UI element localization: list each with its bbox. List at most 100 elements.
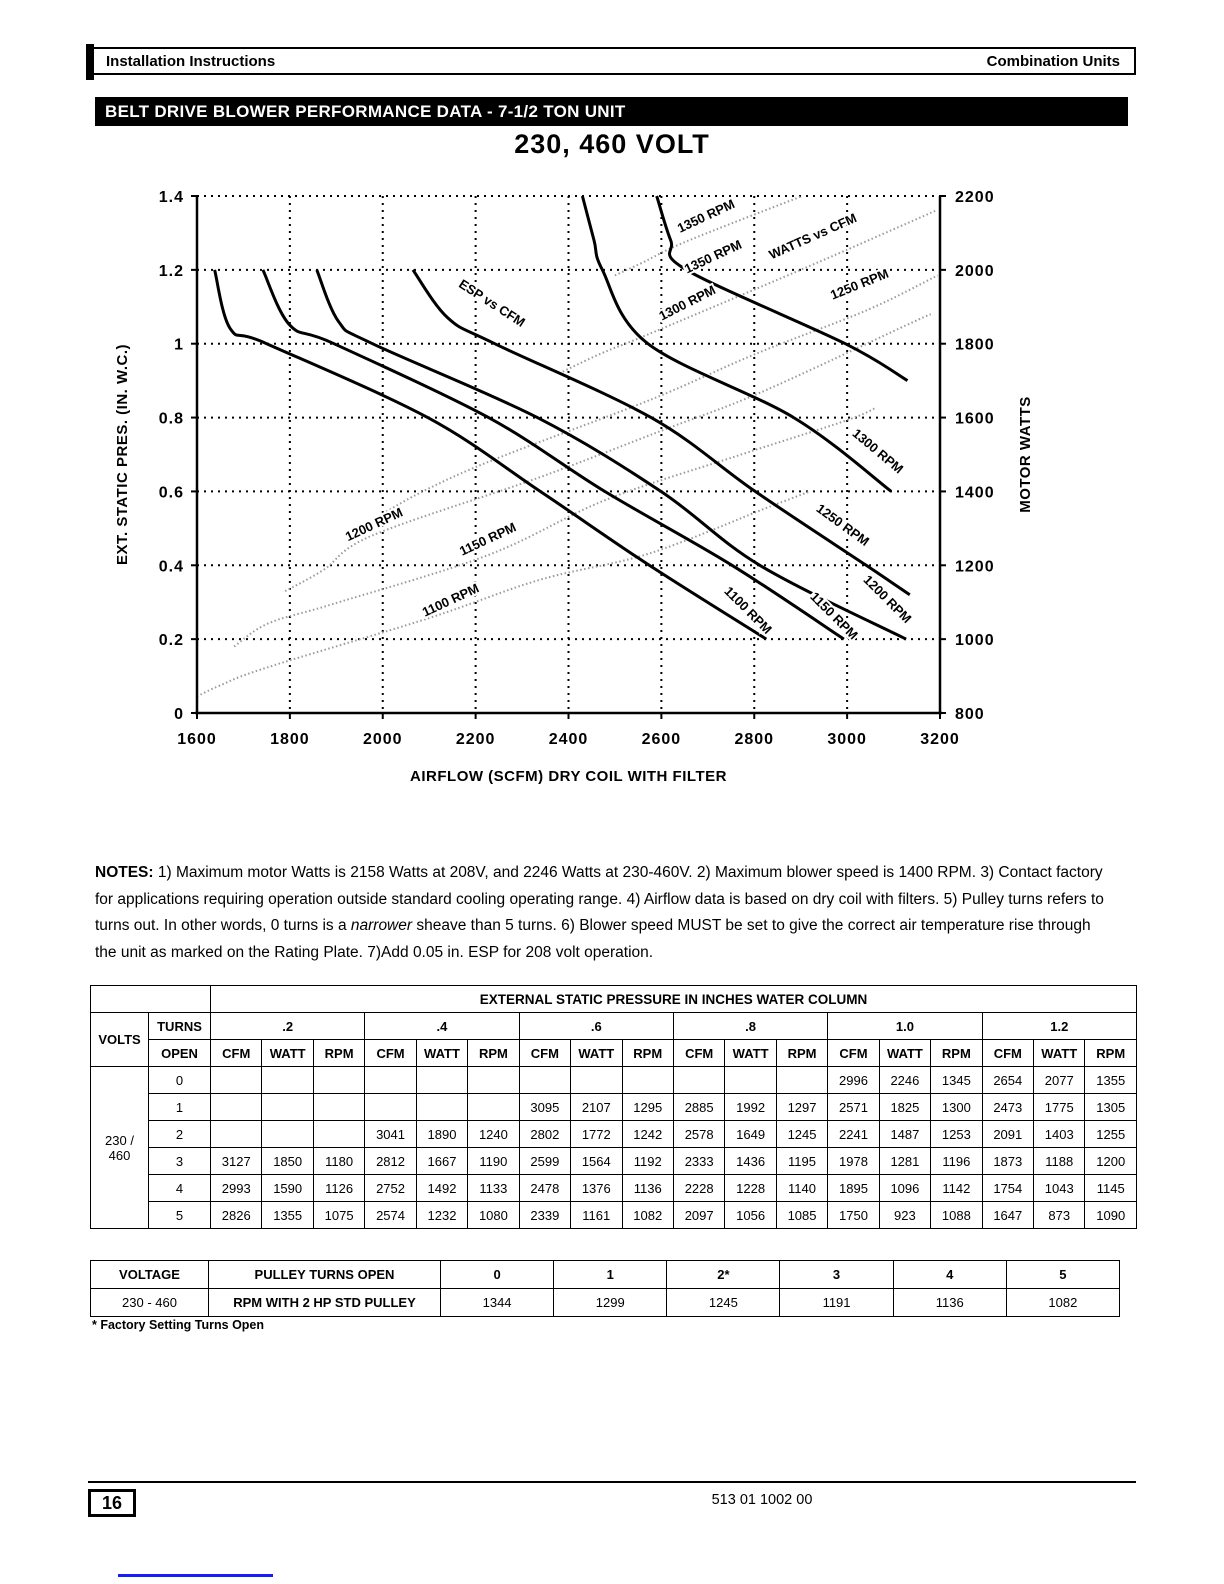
esp-cell <box>209 1066 263 1094</box>
header-left-bar <box>86 44 94 80</box>
esp-cell: 2599 <box>518 1147 572 1175</box>
x-tick-label: 3200 <box>920 731 960 748</box>
pulley-voltage-value: 230 - 460 <box>90 1288 209 1317</box>
esp-cell <box>518 1066 572 1094</box>
watts-curve-1150-rpm <box>233 407 876 648</box>
page-number: 16 <box>101 1492 123 1513</box>
esp-cell: 1297 <box>775 1093 829 1121</box>
esp-cell: 2107 <box>570 1093 623 1121</box>
esp-cell: 1649 <box>724 1120 777 1148</box>
esp-cell: 1240 <box>467 1120 520 1148</box>
esp-table-row: 2 3041 1890 1240 2802 1772 1242 2578 1649 1245 224… <box>91 1120 1137 1148</box>
esp-table-row: 5 2826 1355 1075 2574 1232 1080 2339 1161 1082 209… <box>91 1201 1137 1229</box>
pulley-data-row: 230 - 460 RPM WITH 2 HP STD PULLEY 1344 … <box>90 1288 1121 1317</box>
esp-cell: 1133 <box>467 1174 520 1202</box>
esp-cell: 1145 <box>1084 1174 1137 1202</box>
esp-cell: 1825 <box>878 1093 932 1121</box>
esp-cell <box>209 1093 263 1121</box>
esp-cell: 1043 <box>1032 1174 1086 1202</box>
esp-open-header: OPEN <box>148 1039 211 1067</box>
esp-cell <box>415 1093 469 1121</box>
esp-cell: 1200 <box>1084 1147 1137 1175</box>
esp-cell: 1228 <box>724 1174 777 1202</box>
esp-cell: 2802 <box>518 1120 572 1148</box>
curve-label: 1350 RPM <box>675 196 737 236</box>
esp-subheader-rpm: RPM <box>621 1039 674 1067</box>
esp-cell <box>364 1066 417 1094</box>
curve-label: 1300 RPM <box>656 282 718 323</box>
esp-cell: 1873 <box>981 1147 1035 1175</box>
notes-paragraph: NOTES: 1) Maximum motor Watts is 2158 Wa… <box>95 860 1111 967</box>
esp-cell <box>467 1093 520 1121</box>
esp-cell <box>312 1093 366 1121</box>
esp-cell <box>621 1066 674 1094</box>
esp-subheader-cfm: CFM <box>981 1039 1035 1067</box>
esp-cell: 1255 <box>1084 1120 1137 1148</box>
esp-cell: 1978 <box>827 1147 880 1175</box>
esp-cell: 1096 <box>878 1174 932 1202</box>
page-header: Installation Instructions Combination Un… <box>88 47 1136 75</box>
esp-pressure-group: .2 <box>209 1012 366 1040</box>
esp-cell: 1850 <box>261 1147 314 1175</box>
esp-curve-1200-rpm <box>315 269 907 641</box>
esp-volts-header: VOLTS <box>90 1012 149 1067</box>
page-number-box: 16 <box>88 1489 136 1517</box>
header-right-text: Combination Units <box>986 52 1120 70</box>
y-right-tick-label: 1600 <box>955 411 995 428</box>
esp-cell: 1590 <box>261 1174 314 1202</box>
esp-cell: 1436 <box>724 1147 777 1175</box>
esp-cell: 1056 <box>724 1201 777 1229</box>
chart-title: 230, 460 VOLT <box>514 129 710 159</box>
x-tick-label: 2000 <box>363 731 403 748</box>
x-tick-label: 2200 <box>456 731 496 748</box>
esp-cell: 1190 <box>467 1147 520 1175</box>
watts-curve-1100-rpm <box>196 490 811 698</box>
y-left-tick-label: 1.2 <box>159 263 184 280</box>
esp-performance-table: EXTERNAL STATIC PRESSURE IN INCHES WATER… <box>90 985 1138 1229</box>
footer-rule <box>88 1481 1136 1483</box>
esp-turns-value: 1 <box>148 1093 211 1121</box>
esp-table-row: 4 2993 1590 1126 2752 1492 1133 2478 1376 1136 222… <box>91 1174 1137 1202</box>
esp-cell: 1196 <box>930 1147 983 1175</box>
esp-table-row: 1 3095 2107 1295 2885 1992 1297 2571 1825 1300 247… <box>91 1093 1137 1121</box>
esp-subheader-watt: WATT <box>878 1039 932 1067</box>
esp-subheader-watt: WATT <box>1032 1039 1086 1067</box>
pulley-rpm-3: 1191 <box>779 1288 894 1317</box>
esp-pressure-group: .6 <box>518 1012 674 1040</box>
esp-cell: 1180 <box>312 1147 366 1175</box>
esp-cell: 1355 <box>1084 1066 1137 1094</box>
pulley-rpm-1: 1299 <box>553 1288 668 1317</box>
x-tick-label: 2600 <box>642 731 682 748</box>
esp-cell: 2574 <box>364 1201 417 1229</box>
y-left-tick-label: 1.4 <box>159 189 184 206</box>
esp-cell: 1088 <box>930 1201 983 1229</box>
esp-cell: 1992 <box>724 1093 777 1121</box>
curve-label: ESP vs CFM <box>456 276 528 330</box>
esp-cell: 1754 <box>981 1174 1035 1202</box>
esp-cell: 3095 <box>518 1093 572 1121</box>
esp-cell <box>209 1120 263 1148</box>
curve-label: 1350 RPM <box>682 237 744 277</box>
watts-curve-1300-rpm <box>558 209 936 375</box>
pulley-header-2: 2* <box>666 1260 781 1289</box>
esp-cell: 1750 <box>827 1201 880 1229</box>
esp-cell: 923 <box>878 1201 932 1229</box>
document-number: 513 01 1002 00 <box>711 1492 813 1508</box>
esp-subheader-rpm: RPM <box>1084 1039 1137 1067</box>
curve-label: 1150 RPM <box>457 519 518 558</box>
esp-cell: 3127 <box>209 1147 263 1175</box>
esp-table-row: 3 3127 1850 1180 2812 1667 1190 2599 1564 1192 233… <box>91 1147 1137 1175</box>
y-right-tick-label: 800 <box>955 706 985 723</box>
esp-curve-1250-rpm <box>411 269 911 597</box>
esp-cell: 1890 <box>415 1120 469 1148</box>
y-axis-left-title: EXT. STATIC PRES. (IN. W.C.) <box>114 344 131 565</box>
esp-cell: 1492 <box>415 1174 469 1202</box>
esp-cell <box>364 1093 417 1121</box>
esp-cell: 2812 <box>364 1147 417 1175</box>
esp-cell: 1126 <box>312 1174 366 1202</box>
esp-cell: 1142 <box>930 1174 983 1202</box>
esp-subheader-cfm: CFM <box>364 1039 417 1067</box>
watts-curve-1250-rpm <box>382 274 939 515</box>
esp-turns-value: 4 <box>148 1174 211 1202</box>
esp-cell: 1305 <box>1084 1093 1137 1121</box>
